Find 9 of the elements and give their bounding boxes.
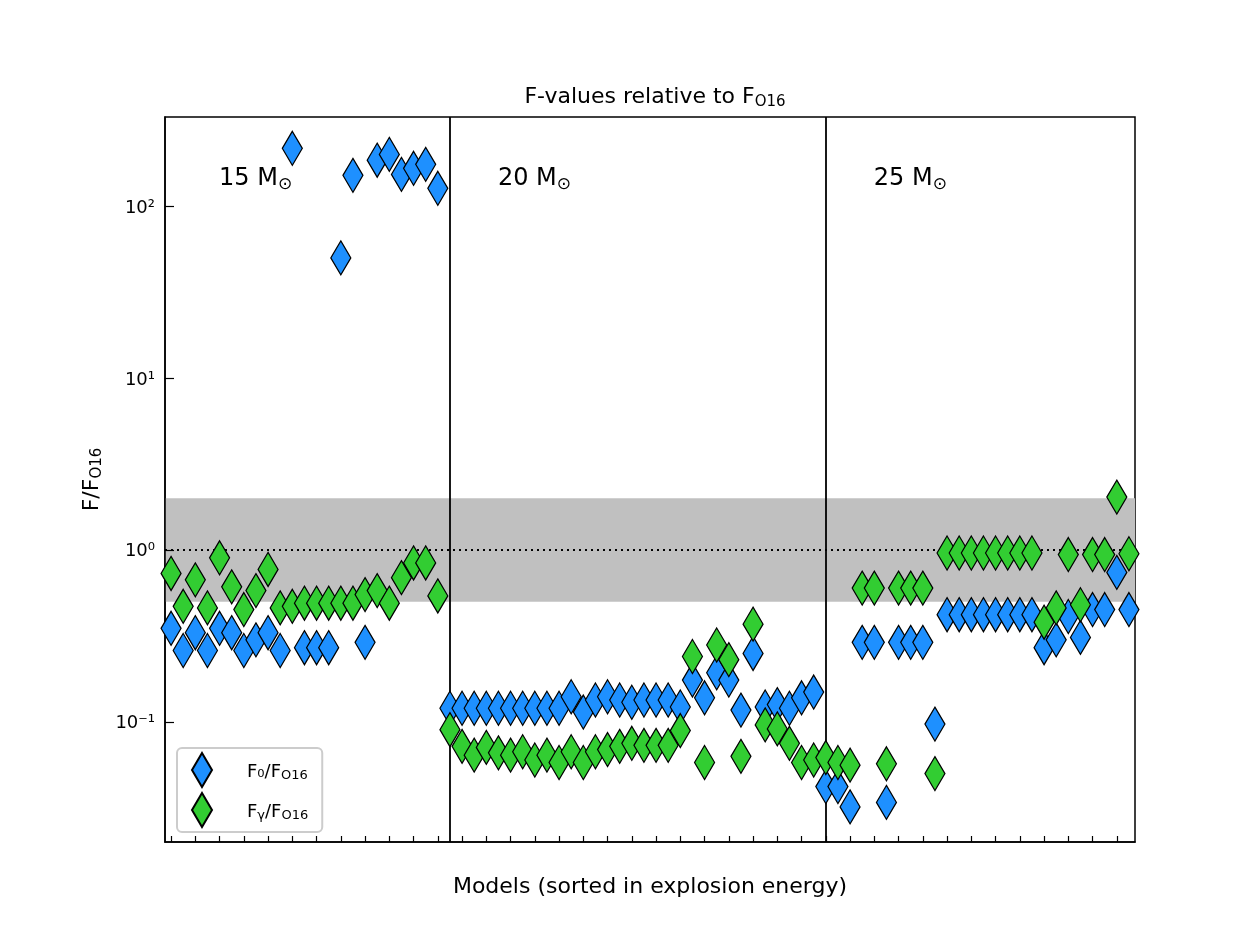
y-tick-label: 10² [124,195,155,217]
y-axis-title: F/FO16 [78,447,105,512]
y-tick-label: 10⁻¹ [115,711,155,733]
y-tick-label: 10⁰ [124,539,155,561]
annotation: 15 M⊙ [219,163,293,193]
annotation: 20 M⊙ [497,163,572,193]
annotation: 25 M⊙ [873,163,947,193]
x-axis-title: Models (sorted in explosion energy) [452,872,848,898]
y-tick-label: 10¹ [124,367,155,389]
